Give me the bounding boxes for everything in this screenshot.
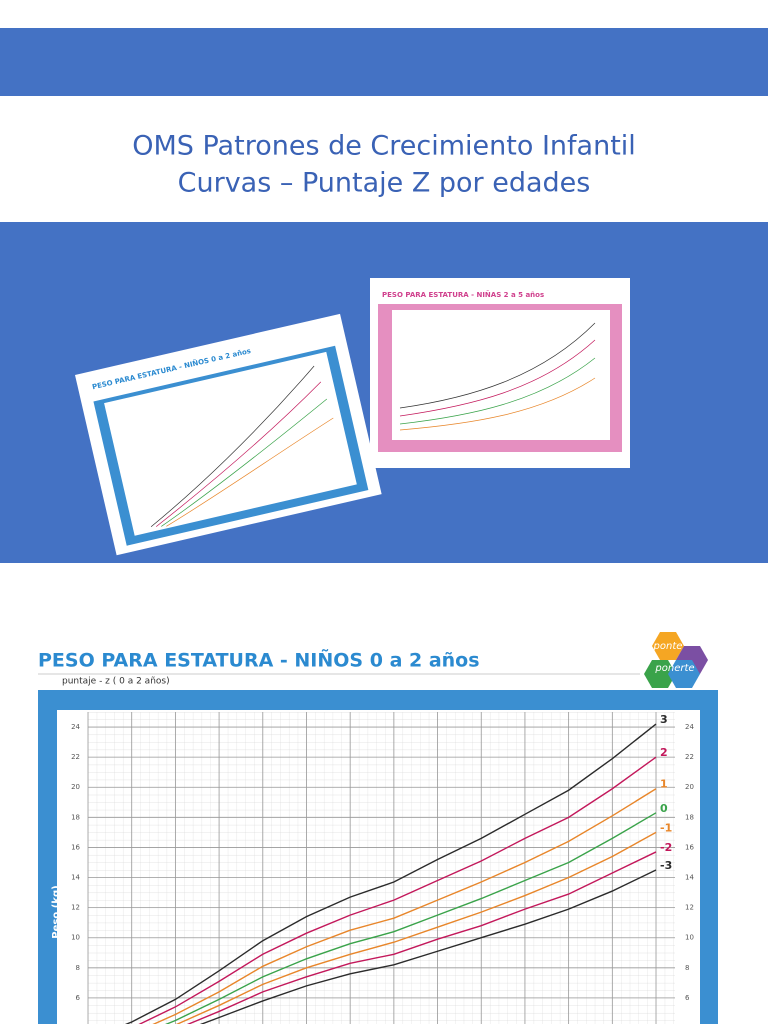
- y-tick-label: 10: [71, 934, 80, 942]
- series-label: -1: [660, 821, 672, 834]
- y-axis-title: Peso (kg): [51, 885, 62, 938]
- title-line: Curvas – Puntaje Z por edades: [178, 168, 591, 199]
- y-tick-label: 22: [685, 753, 694, 761]
- series-line: [152, 788, 657, 1024]
- y-tick-label: 22: [71, 753, 80, 761]
- series-line: [186, 851, 657, 1024]
- title-band: [0, 96, 768, 222]
- y-tick-label: 16: [71, 843, 80, 851]
- series-line: [124, 723, 657, 1024]
- minor-grid: [88, 712, 675, 1024]
- series-line: [199, 869, 657, 1024]
- series-line: [138, 756, 657, 1024]
- logo: ponte ponerte: [644, 632, 708, 688]
- y-tick-label: 12: [71, 904, 80, 912]
- y-tick-label: 16: [685, 843, 694, 851]
- y-tick-label: 14: [685, 874, 694, 882]
- y-tick-label: 24: [685, 723, 694, 731]
- series-label: -2: [660, 841, 672, 854]
- y-tick-label: 6: [685, 994, 690, 1002]
- logo-text: ponerte: [654, 663, 694, 674]
- series-label: -3: [660, 859, 672, 872]
- chart-title: PESO PARA ESTATURA - NIÑOS 0 a 2 años: [38, 648, 480, 672]
- thumb-plot: [104, 351, 357, 536]
- title-line: OMS Patrones de Crecimiento Infantil: [132, 131, 636, 162]
- y-tick-label: 20: [685, 783, 694, 791]
- thumb-plot: [392, 310, 610, 440]
- series-label: 1: [660, 778, 668, 791]
- y-tick-label: 18: [71, 813, 80, 821]
- y-tick-label: 24: [71, 723, 80, 731]
- series-label: 2: [660, 746, 668, 759]
- series-label: 0: [660, 802, 668, 815]
- chart-subtitle: puntaje - z ( 0 a 2 años): [62, 677, 170, 687]
- series-label: 3: [660, 713, 668, 726]
- thumbnail: PESO PARA ESTATURA - NIÑAS 2 a 5 años: [370, 278, 630, 468]
- y-tick-label: 12: [685, 904, 694, 912]
- series-line: [175, 831, 657, 1024]
- y-tick-label: 6: [76, 994, 81, 1002]
- series-line: [165, 812, 657, 1024]
- y-tick-label: 10: [685, 934, 694, 942]
- y-tick-label: 18: [685, 813, 694, 821]
- y-tick-label: 14: [71, 874, 80, 882]
- y-tick-label: 20: [71, 783, 80, 791]
- plot: [87, 712, 675, 1024]
- thumb-title: PESO PARA ESTATURA - NIÑAS 2 a 5 años: [382, 290, 544, 299]
- y-tick-label: 8: [76, 964, 80, 972]
- y-tick-label: 8: [685, 964, 689, 972]
- logo-text: ponte: [653, 641, 683, 652]
